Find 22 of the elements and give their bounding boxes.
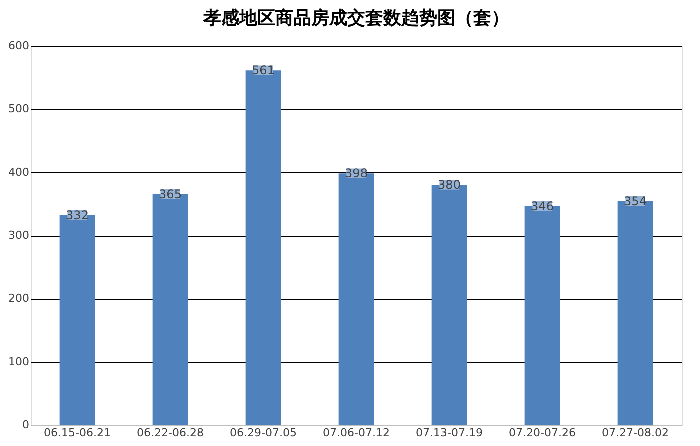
y-tick-label: 100 [8,355,30,368]
chart-title: 孝感地区商品房成交套数趋势图（套） [202,8,510,29]
data-label: 380 [438,178,461,192]
y-tick-label: 200 [8,292,30,306]
x-tick-label: 06.22-06.28 [137,426,204,440]
data-label: 561 [252,64,275,78]
x-tick-label: 06.29-07.05 [230,426,297,440]
y-tick-label: 0 [22,418,30,432]
data-label: 365 [159,187,182,202]
y-tick-label: 400 [8,166,30,179]
x-tick-label: 07.20-07.26 [509,426,576,440]
y-tick-label: 600 [8,40,30,52]
x-tick-label: 07.27-08.02 [602,426,669,440]
x-tick-label: 06.15-06.21 [44,426,111,440]
data-label: 332 [66,208,89,222]
data-label: 346 [531,199,554,214]
y-tick-label: 300 [8,229,30,242]
x-tick-label: 07.06-07.12 [323,426,390,440]
data-label: 354 [624,194,647,208]
data-label: 398 [345,166,368,181]
y-tick-label: 500 [8,102,30,116]
x-tick-label: 07.13-07.19 [416,426,483,440]
